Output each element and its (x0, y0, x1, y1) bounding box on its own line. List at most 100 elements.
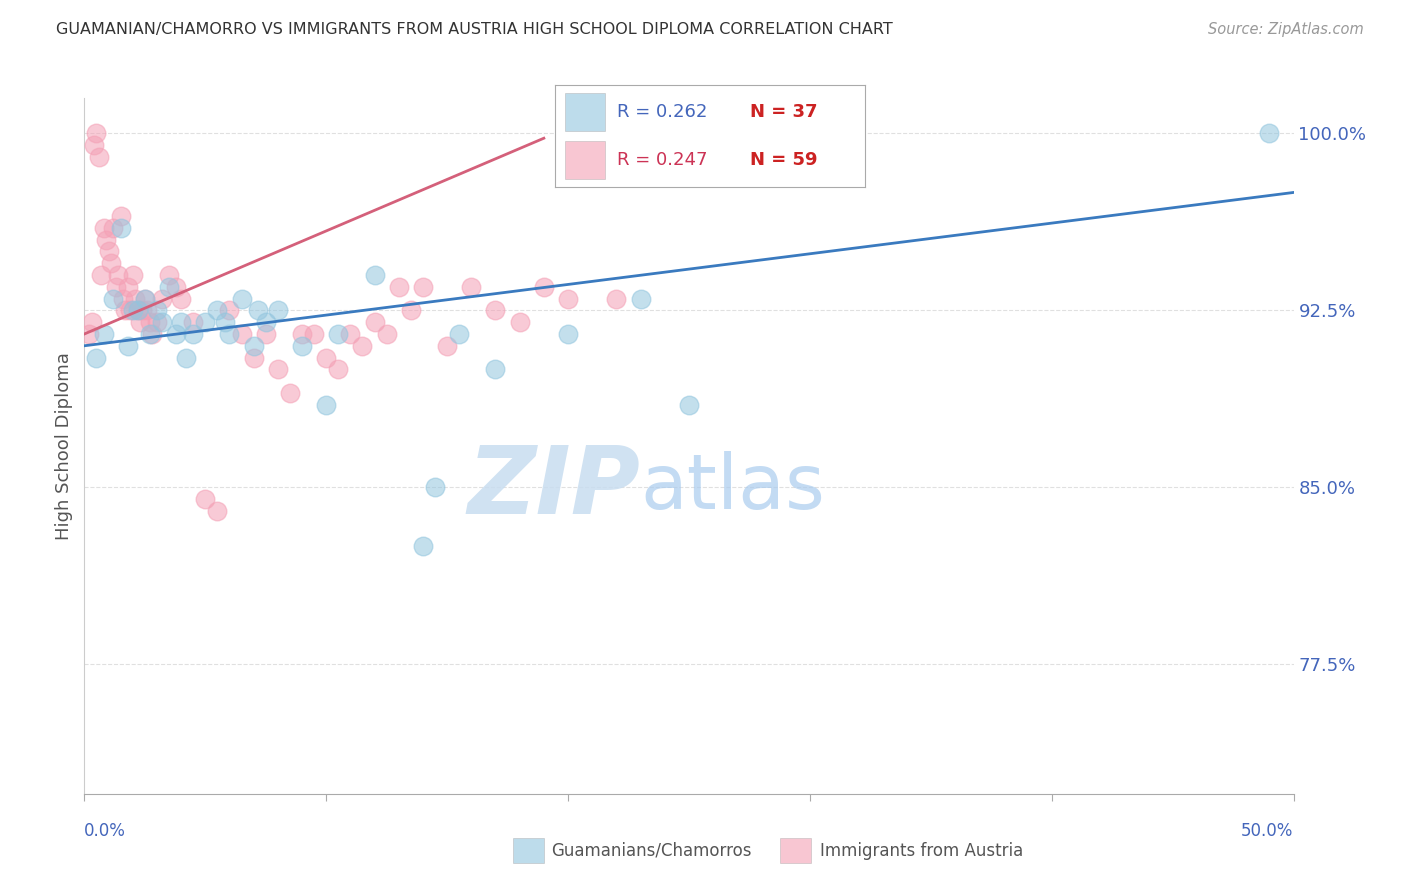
Point (134, 292, 156, 306)
Point (174, 351, 197, 365)
Point (302, 326, 325, 341)
Point (207, 504, 229, 518)
Point (104, 280, 127, 294)
Point (150, 315, 173, 329)
Point (127, 303, 149, 318)
Point (328, 326, 350, 341)
Point (170, 315, 193, 329)
Point (157, 268, 180, 282)
Point (121, 268, 143, 282)
Point (120, 303, 142, 318)
Point (127, 303, 149, 318)
Point (231, 326, 253, 341)
Point (254, 315, 277, 329)
Point (315, 351, 337, 365)
Point (254, 326, 277, 341)
Point (165, 326, 187, 341)
Point (291, 339, 314, 353)
Point (328, 362, 350, 376)
Point (412, 280, 434, 294)
Text: R = 0.247: R = 0.247 (617, 151, 707, 169)
Point (557, 326, 579, 341)
Point (339, 326, 361, 341)
Point (352, 339, 374, 353)
Point (121, 303, 143, 318)
Point (363, 268, 385, 282)
Point (124, 292, 146, 306)
Point (218, 326, 240, 341)
Point (146, 303, 169, 318)
Point (181, 315, 204, 329)
Point (423, 480, 446, 494)
Point (181, 326, 204, 341)
Point (146, 315, 169, 329)
Point (484, 303, 506, 318)
Text: N = 37: N = 37 (751, 103, 818, 121)
Point (509, 315, 531, 329)
Point (117, 339, 139, 353)
Point (138, 315, 160, 329)
Text: Immigrants from Austria: Immigrants from Austria (820, 842, 1024, 860)
Point (93, 220, 115, 235)
Point (533, 280, 555, 294)
Point (375, 326, 398, 341)
Point (388, 280, 411, 294)
Text: atlas: atlas (641, 450, 825, 524)
Point (150, 292, 173, 306)
Point (170, 292, 193, 306)
Point (214, 315, 236, 329)
Point (207, 303, 229, 318)
Point (247, 303, 270, 318)
Point (87, 150, 110, 164)
Point (138, 326, 160, 341)
Point (278, 386, 301, 401)
Point (194, 315, 217, 329)
Point (103, 220, 125, 235)
Text: N = 59: N = 59 (751, 151, 818, 169)
Point (90, 268, 112, 282)
Point (136, 303, 159, 318)
Point (134, 292, 156, 306)
Point (630, 292, 652, 306)
Point (242, 339, 264, 353)
Bar (565, 141, 605, 179)
Point (110, 209, 132, 223)
Text: Source: ZipAtlas.com: Source: ZipAtlas.com (1208, 22, 1364, 37)
Point (678, 398, 700, 412)
Text: 0.0%: 0.0% (84, 822, 127, 840)
Point (412, 539, 434, 553)
Text: Guamanians/Chamorros: Guamanians/Chamorros (551, 842, 752, 860)
Point (399, 303, 422, 318)
Point (363, 315, 385, 329)
Point (165, 280, 187, 294)
Point (107, 268, 129, 282)
Point (436, 339, 458, 353)
Point (157, 280, 180, 294)
Point (131, 303, 153, 318)
Y-axis label: High School Diploma: High School Diploma (55, 352, 73, 540)
Point (80, 315, 103, 329)
Point (83, 138, 105, 153)
Point (315, 398, 337, 412)
Text: GUAMANIAN/CHAMORRO VS IMMIGRANTS FROM AUSTRIA HIGH SCHOOL DIPLOMA CORRELATION CH: GUAMANIAN/CHAMORRO VS IMMIGRANTS FROM AU… (56, 22, 893, 37)
Point (129, 315, 152, 329)
Point (117, 280, 139, 294)
Point (291, 326, 314, 341)
Point (557, 292, 579, 306)
Point (94, 233, 117, 247)
Point (112, 292, 135, 306)
Text: R = 0.262: R = 0.262 (617, 103, 707, 121)
Point (114, 303, 136, 318)
Point (194, 491, 217, 506)
Point (231, 292, 253, 306)
Point (1258, 127, 1281, 141)
Point (267, 303, 290, 318)
Point (267, 362, 290, 376)
Point (218, 303, 240, 318)
Point (103, 292, 125, 306)
Point (460, 280, 482, 294)
Point (449, 326, 471, 341)
Point (110, 220, 132, 235)
Bar (565, 93, 605, 131)
Point (242, 351, 264, 365)
